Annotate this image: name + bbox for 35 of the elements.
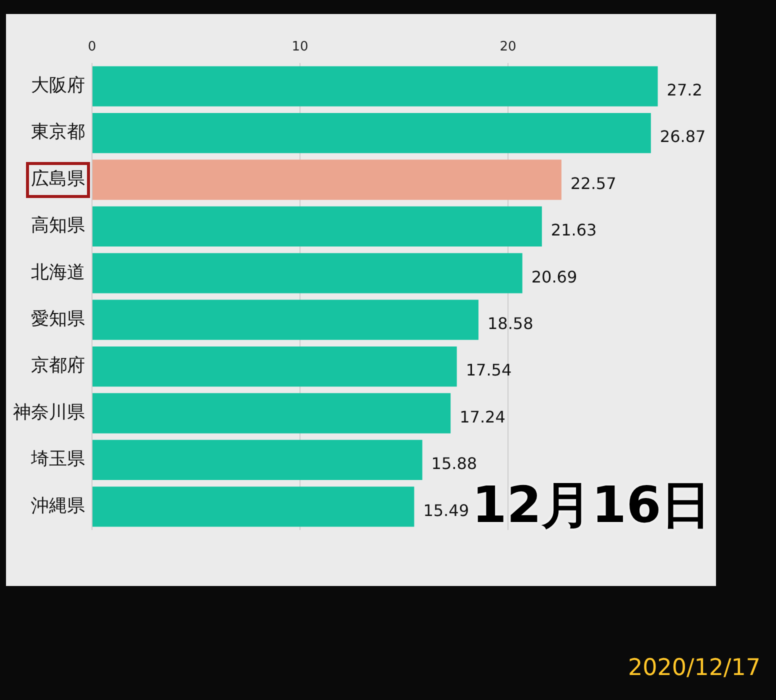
x-tick-label: 10	[292, 40, 308, 55]
y-tick-label: 神奈川県	[13, 402, 85, 423]
y-tick-label: 埼玉県	[30, 448, 85, 470]
y-tick-label: 広島県	[31, 168, 85, 190]
y-tick-label: 東京都	[31, 122, 85, 143]
bar	[92, 346, 457, 387]
data-label: 17.54	[466, 360, 512, 380]
y-tick-label: 京都府	[31, 355, 85, 376]
text: 2020/12/17	[628, 655, 761, 681]
bar	[92, 486, 414, 527]
y-tick-label: 高知県	[31, 215, 85, 236]
bar	[92, 206, 542, 247]
y-tick-label: 大阪府	[31, 75, 85, 96]
bar	[92, 393, 451, 434]
bar	[92, 66, 658, 106]
bar	[92, 300, 478, 340]
data-label: 27.2	[666, 80, 702, 100]
data-label: 15.49	[423, 500, 470, 520]
data-label: 21.63	[550, 220, 597, 240]
y-tick-label: 沖縄県	[31, 495, 85, 516]
annotation: 12月16日	[472, 475, 712, 536]
bar	[92, 160, 562, 200]
data-label: 20.69	[531, 267, 578, 286]
data-label: 22.57	[570, 174, 616, 193]
y-tick-label: 愛知県	[31, 308, 85, 330]
bar	[92, 440, 422, 480]
bar	[92, 253, 522, 294]
data-label: 18.58	[487, 314, 534, 334]
x-tick-label: 0	[88, 40, 96, 55]
x-tick-label: 20	[500, 40, 516, 55]
data-label: 15.88	[431, 454, 478, 474]
data-label: 26.87	[660, 127, 706, 146]
bar	[92, 112, 651, 154]
y-tick-label: 北海道	[31, 262, 85, 283]
data-label: 17.24	[460, 407, 506, 426]
